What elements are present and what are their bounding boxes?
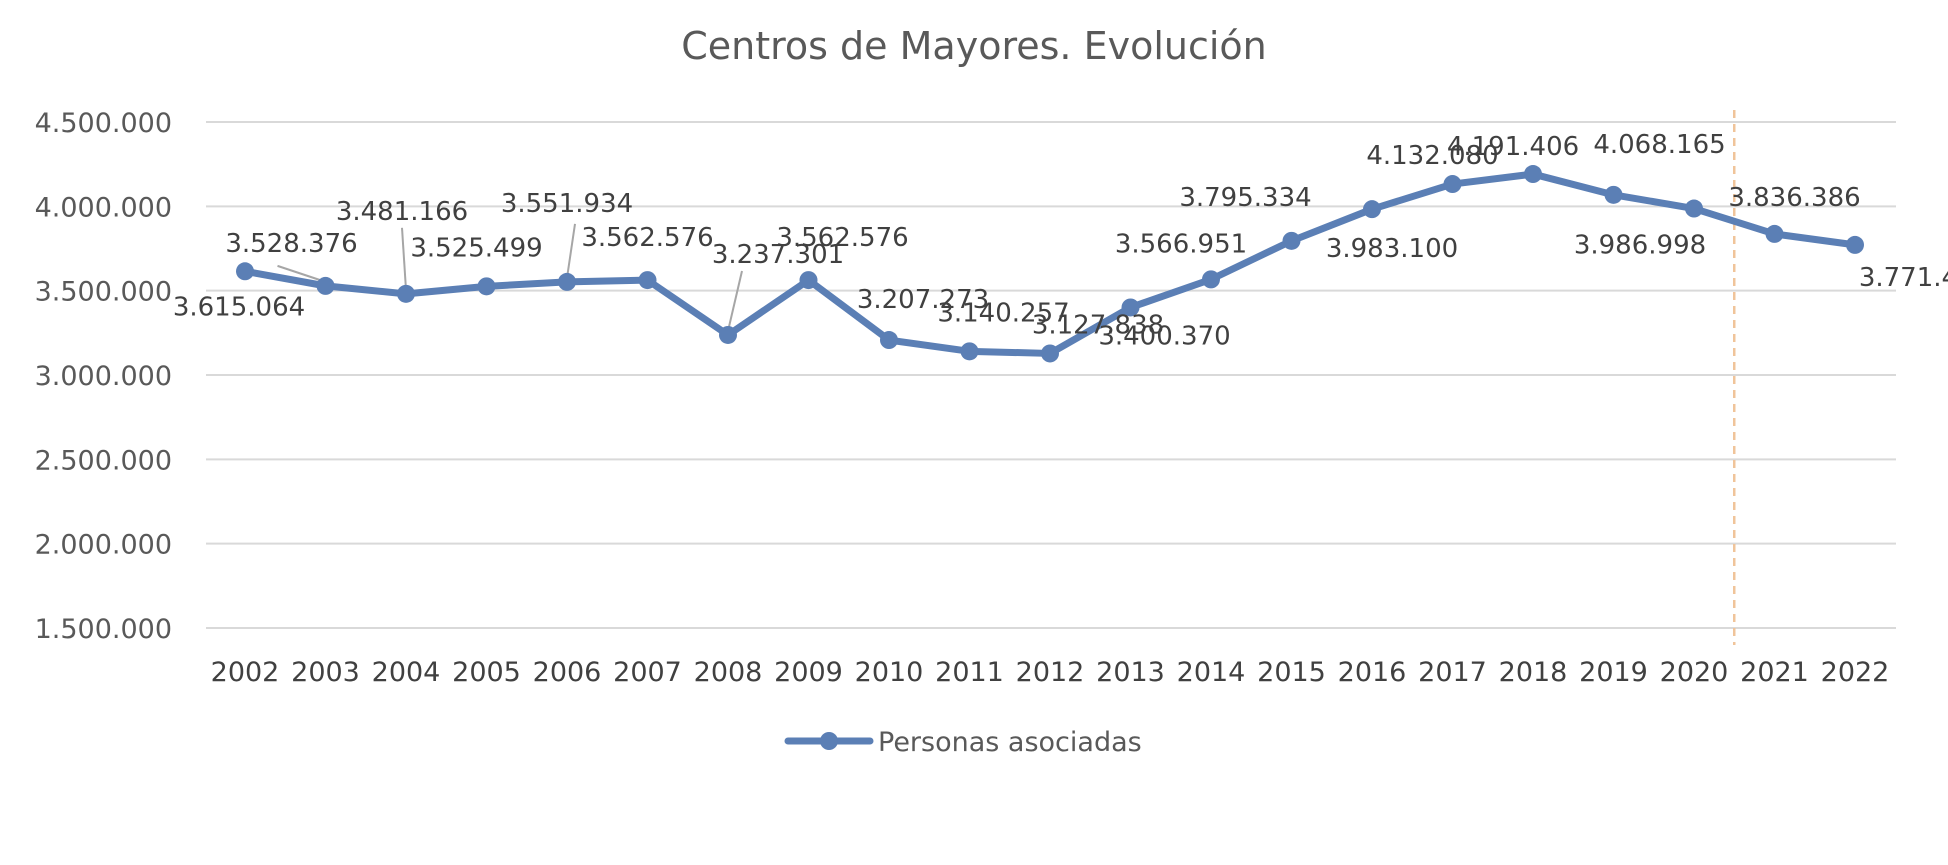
x-tick-label: 2003 <box>291 657 360 688</box>
x-tick-label: 2014 <box>1177 657 1246 688</box>
data-label: 4.068.165 <box>1593 130 1725 160</box>
x-tick-label: 2006 <box>533 657 602 688</box>
x-tick-label: 2002 <box>211 657 280 688</box>
y-tick-label: 2.000.000 <box>35 530 172 561</box>
x-tick-label: 2021 <box>1740 657 1809 688</box>
data-label: 4.132.080 <box>1366 141 1498 171</box>
data-label: 3.528.376 <box>225 229 357 259</box>
x-tick-label: 2004 <box>372 657 441 688</box>
y-tick-label: 4.500.000 <box>35 108 172 139</box>
x-tick-label: 2022 <box>1821 657 1890 688</box>
data-label: 3.237.301 <box>712 240 844 270</box>
y-tick-label: 3.000.000 <box>35 361 172 392</box>
x-tick-label: 2020 <box>1660 657 1729 688</box>
chart-title: Centros de Mayores. Evolución <box>681 24 1267 68</box>
data-point <box>880 331 898 350</box>
data-label: 3.481.166 <box>336 197 468 227</box>
data-label: 3.836.386 <box>1728 183 1860 213</box>
x-tick-label: 2019 <box>1579 657 1648 688</box>
x-tick-label: 2012 <box>1016 657 1085 688</box>
data-point <box>477 277 496 296</box>
data-point <box>236 262 254 281</box>
data-point <box>397 284 415 303</box>
data-label: 3.615.064 <box>173 292 305 322</box>
y-tick-label: 4.000.000 <box>35 192 172 223</box>
data-point <box>638 271 657 290</box>
data-point <box>1041 344 1059 363</box>
data-label: 3.127.838 <box>1032 310 1164 340</box>
leader-line <box>727 270 743 332</box>
data-label: 3.566.951 <box>1115 229 1247 259</box>
x-tick-label: 2007 <box>613 657 682 688</box>
data-point <box>1604 185 1623 204</box>
data-point <box>719 325 737 344</box>
x-tick-label: 2011 <box>935 657 1004 688</box>
data-label: 3.986.998 <box>1574 231 1706 261</box>
data-point <box>1846 235 1864 254</box>
data-point <box>1121 298 1140 317</box>
data-point <box>558 272 576 291</box>
y-tick-label: 3.500.000 <box>35 277 172 308</box>
x-tick-label: 2016 <box>1338 657 1407 688</box>
data-label: 3.140.257 <box>937 298 1069 328</box>
legend-label: Personas asociadas <box>878 727 1142 758</box>
data-label: 3.771.465 <box>1859 263 1948 293</box>
data-label: 3.207.273 <box>857 285 989 315</box>
leader-line <box>401 227 407 290</box>
data-label: 3.400.370 <box>1098 321 1230 351</box>
data-point <box>1765 224 1784 243</box>
leader-line <box>566 223 576 279</box>
x-tick-label: 2013 <box>1096 657 1165 688</box>
data-point <box>799 271 818 290</box>
data-point <box>1363 200 1381 219</box>
data-point <box>1443 175 1462 194</box>
y-tick-label: 1.500.000 <box>35 614 172 645</box>
data-point <box>1524 165 1542 184</box>
legend-marker <box>820 732 838 750</box>
data-label: 3.983.100 <box>1326 234 1458 264</box>
x-tick-label: 2017 <box>1418 657 1487 688</box>
data-point <box>1202 270 1220 289</box>
x-tick-label: 2015 <box>1257 657 1326 688</box>
data-point <box>316 276 335 295</box>
data-label: 4.191.406 <box>1447 132 1579 162</box>
x-tick-label: 2009 <box>774 657 843 688</box>
data-label: 3.525.499 <box>410 233 542 263</box>
y-tick-label: 2.500.000 <box>35 445 172 476</box>
data-label: 3.562.576 <box>581 223 713 253</box>
data-point <box>960 342 979 361</box>
x-tick-label: 2010 <box>855 657 924 688</box>
x-tick-label: 2018 <box>1499 657 1568 688</box>
leader-line <box>277 264 326 283</box>
data-label: 3.795.334 <box>1179 183 1311 213</box>
x-tick-label: 2008 <box>694 657 763 688</box>
data-label: 3.562.576 <box>776 223 908 253</box>
data-point <box>1282 231 1301 250</box>
data-label: 3.551.934 <box>501 189 633 219</box>
x-tick-label: 2005 <box>452 657 521 688</box>
data-point <box>1685 199 1703 218</box>
